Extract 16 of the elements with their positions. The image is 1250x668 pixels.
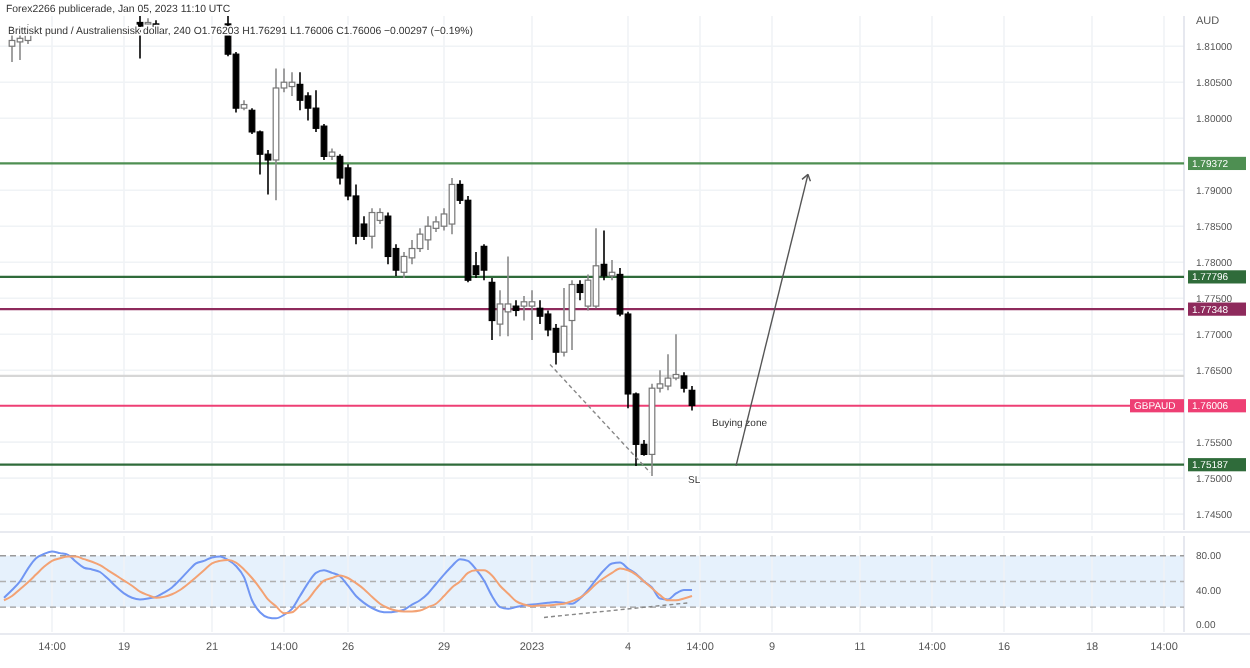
candlestick bbox=[672, 333, 680, 382]
candlestick bbox=[408, 239, 416, 266]
candlestick bbox=[424, 215, 432, 251]
candlestick bbox=[592, 227, 600, 310]
candlestick bbox=[8, 33, 16, 63]
candlestick bbox=[504, 255, 512, 338]
candlestick bbox=[600, 229, 608, 281]
candlestick bbox=[608, 259, 616, 281]
candlestick bbox=[304, 91, 312, 122]
candlestick bbox=[664, 353, 672, 392]
candlestick bbox=[416, 227, 424, 253]
candlestick bbox=[384, 211, 392, 266]
candlestick bbox=[520, 295, 528, 322]
candlestick bbox=[496, 289, 504, 338]
candlestick bbox=[528, 289, 536, 341]
candlestick bbox=[680, 371, 688, 394]
